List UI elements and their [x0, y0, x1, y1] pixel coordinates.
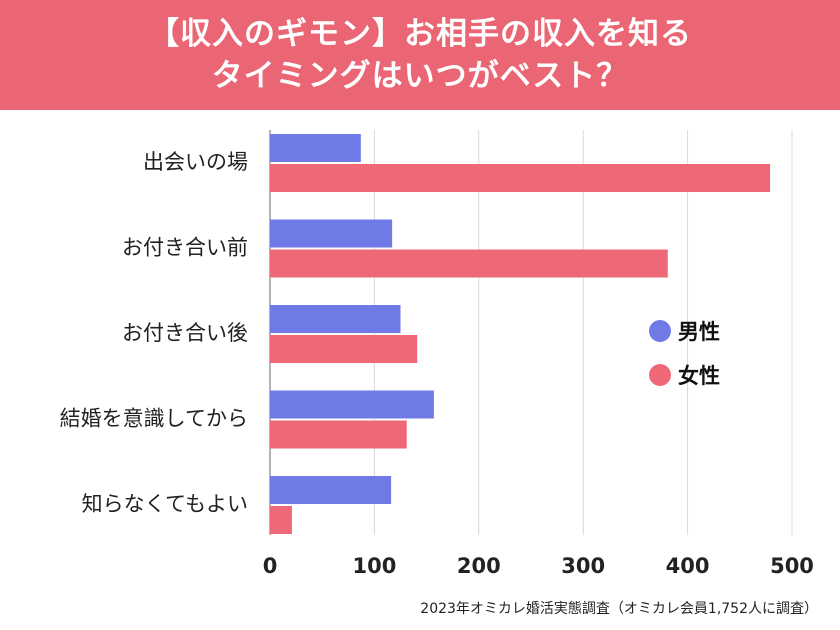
bar-male [270, 305, 401, 333]
bar-female [270, 506, 292, 534]
legend-marker [649, 320, 671, 342]
bar-male [270, 219, 393, 248]
x-tick-label: 400 [666, 554, 710, 578]
x-tick-label: 300 [561, 554, 605, 578]
x-tick-label: 200 [457, 554, 501, 578]
x-tick-label: 0 [263, 554, 278, 578]
legend-label: 男性 [678, 320, 720, 344]
category-label: 知らなくてもよい [82, 492, 248, 516]
legend-marker [649, 364, 671, 386]
bar-female [270, 420, 407, 449]
title-banner: 【収入のギモン】お相手の収入を知る タイミングはいつがベスト？ [0, 0, 840, 110]
bar-female [270, 335, 418, 363]
bar-male [270, 476, 392, 504]
bar-female [270, 164, 771, 192]
category-label: 結婚を意識してから [60, 407, 248, 431]
bar-male [270, 134, 361, 162]
bar-male [270, 390, 434, 419]
title-line-2: タイミングはいつがベスト？ [211, 58, 629, 94]
legend-label: 女性 [678, 364, 720, 388]
bar-female [270, 249, 668, 278]
source-note: 2023年オミカレ婚活実態調査（オミカレ会員1,752人に調査） [420, 601, 818, 617]
category-label: お付き合い後 [122, 321, 248, 345]
title-line-1: 【収入のギモン】お相手の収入を知る [148, 16, 692, 52]
x-tick-label: 500 [770, 554, 814, 578]
category-label: 出会いの場 [143, 150, 248, 174]
category-label: お付き合い前 [122, 236, 248, 260]
x-tick-label: 100 [352, 554, 396, 578]
